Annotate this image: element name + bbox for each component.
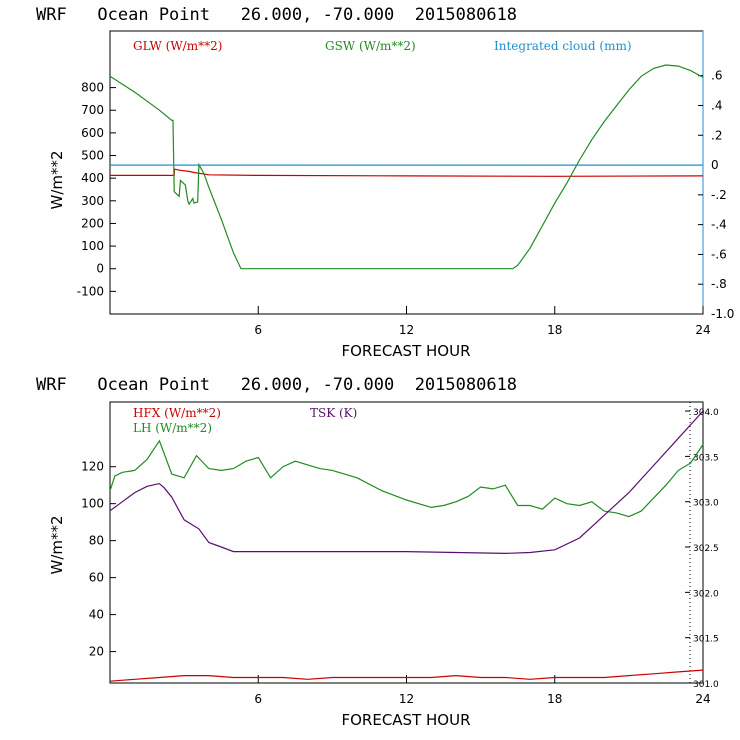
top-y-tick-label: 0: [96, 262, 104, 276]
top-x-tick-label: 6: [254, 323, 262, 337]
bottom-y-axis-label: W/m**2: [48, 515, 66, 574]
bottom-y-tick-label: 80: [89, 534, 104, 548]
top-legend-gsw: GSW (W/m**2): [325, 39, 416, 53]
bottom-y2-tick-label: 304.0: [693, 408, 719, 418]
bottom-series-line-tsk: [109, 410, 704, 555]
top-y-tick-label: 600: [81, 126, 104, 140]
bottom-y-tick-label: 120: [81, 460, 104, 474]
bottom-x-tick-label: 24: [695, 692, 710, 706]
bottom-y2-tick-label: 301.0: [693, 680, 719, 690]
top-y2-tick-label: -1.0: [711, 307, 734, 321]
bottom-x-tick-label: 6: [254, 692, 262, 706]
top-x-tick-label: 18: [547, 323, 562, 337]
top-y-tick-label: -100: [77, 284, 104, 298]
bottom-y2-tick-label: 303.0: [693, 499, 719, 509]
top-y-tick-label: 100: [81, 239, 104, 253]
top-y-tick-label: 400: [81, 171, 104, 185]
bottom-y2-tick-label: 302.0: [693, 589, 719, 599]
bottom-series-line-lh: [109, 439, 704, 518]
top-y2-tick-label: .2: [711, 128, 722, 142]
top-y2-tick-label: .6: [711, 69, 722, 83]
bottom-chart: WRF Ocean Point 26.000, -70.000 20150806…: [36, 375, 719, 729]
top-y2-tick-label: -.8: [711, 277, 727, 291]
top-y-tick-label: 800: [81, 81, 104, 95]
top-y2-tick-label: -.4: [711, 218, 727, 232]
bottom-y2-tick-label: 302.5: [693, 544, 719, 554]
bottom-y2-tick-label: 303.5: [693, 453, 719, 463]
bottom-y-tick-label: 20: [89, 645, 104, 659]
top-chart-title: WRF Ocean Point 26.000, -70.000 20150806…: [36, 5, 517, 25]
bottom-series-line-hfx: [109, 669, 704, 682]
top-y2-tick-label: 0: [711, 158, 719, 172]
top-y-tick-label: 200: [81, 216, 104, 230]
bottom-legend-hfx: HFX (W/m**2): [133, 406, 221, 420]
bottom-chart-title: WRF Ocean Point 26.000, -70.000 20150806…: [36, 375, 517, 395]
top-legend-cloud: Integrated cloud (mm): [494, 39, 632, 53]
bottom-x-tick-label: 12: [399, 692, 414, 706]
top-y2-tick-label: -.2: [711, 188, 727, 202]
bottom-legend-lh: LH (W/m**2): [133, 421, 212, 435]
top-y-tick-label: 500: [81, 149, 104, 163]
top-x-tick-label: 12: [399, 323, 414, 337]
top-y2-tick-label: -.6: [711, 247, 727, 261]
top-y2-tick-label: .4: [711, 98, 722, 112]
top-y-tick-label: 700: [81, 103, 104, 117]
bottom-legend-tsk: TSK (K): [310, 406, 357, 420]
top-x-axis-label: FORECAST HOUR: [341, 342, 470, 360]
top-chart: WRF Ocean Point 26.000, -70.000 20150806…: [36, 5, 734, 360]
bottom-y-tick-label: 60: [89, 571, 104, 585]
bottom-y-tick-label: 100: [81, 497, 104, 511]
bottom-y-tick-label: 40: [89, 608, 104, 622]
bottom-x-axis-label: FORECAST HOUR: [341, 711, 470, 729]
top-legend-glw: GLW (W/m**2): [133, 39, 222, 53]
bottom-y2-tick-label: 301.5: [693, 635, 719, 645]
bottom-x-tick-label: 18: [547, 692, 562, 706]
top-series-line-gsw: [109, 64, 704, 270]
top-x-tick-label: 24: [695, 323, 710, 337]
top-y-axis-label: W/m**2: [48, 150, 66, 209]
top-y-tick-label: 300: [81, 194, 104, 208]
